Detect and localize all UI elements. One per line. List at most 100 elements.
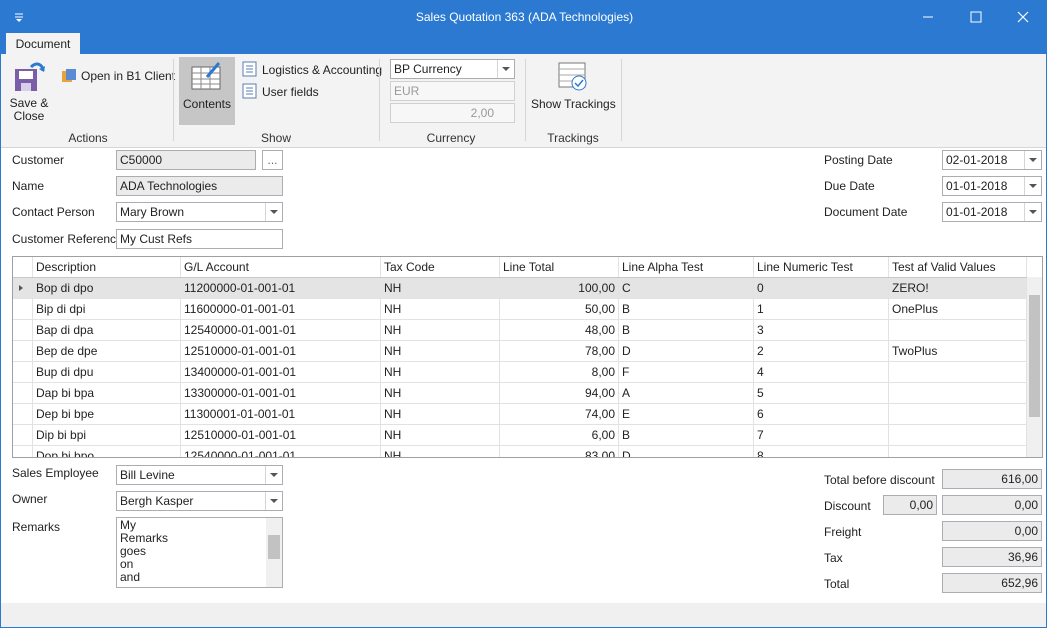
scroll-thumb[interactable]	[1029, 295, 1040, 417]
grid-cell[interactable]: Bop di dpo	[33, 278, 181, 298]
grid-cell[interactable]: D	[619, 341, 754, 361]
grid-cell[interactable]: 94,00	[500, 383, 619, 403]
logistics-button[interactable]: Logistics & Accounting	[262, 63, 383, 77]
grid-cell[interactable]	[889, 383, 1027, 403]
total-value[interactable]: 0,00	[942, 495, 1042, 515]
grid-cell[interactable]: 11600000-01-001-01	[181, 299, 381, 319]
grid-cell[interactable]: D	[619, 446, 754, 457]
grid-cell[interactable]: 2	[754, 341, 889, 361]
grid-cell[interactable]: NH	[381, 320, 500, 340]
grid-cell[interactable]: 11300001-01-001-01	[181, 404, 381, 424]
grid-cell[interactable]: 12510000-01-001-01	[181, 341, 381, 361]
grid-cell[interactable]: ZERO!	[889, 278, 1027, 298]
column-header[interactable]: Line Alpha Test	[619, 257, 754, 277]
grid-cell[interactable]: 48,00	[500, 320, 619, 340]
system-menu[interactable]	[13, 11, 25, 23]
grid-cell[interactable]	[889, 362, 1027, 382]
grid-cell[interactable]: 4	[754, 362, 889, 382]
date-input[interactable]: 01-01-2018	[942, 202, 1042, 222]
grid-cell[interactable]: F	[619, 362, 754, 382]
grid-cell[interactable]: Dop bi bpo	[33, 446, 181, 457]
combo-arrow[interactable]	[265, 203, 282, 221]
grid-cell[interactable]: Bap di dpa	[33, 320, 181, 340]
grid-cell[interactable]: 8	[754, 446, 889, 457]
grid-scrollbar[interactable]	[1027, 277, 1042, 457]
column-header[interactable]: Tax Code	[381, 257, 500, 277]
grid-row[interactable]: Dip bi bpi 12510000-01-001-01 NH 6,00 B 7	[13, 425, 1027, 446]
grid-row[interactable]: Bip di dpi 11600000-01-001-01 NH 50,00 B 1 One…	[13, 299, 1027, 320]
grid-cell[interactable]: 8,00	[500, 362, 619, 382]
column-header[interactable]: Description	[33, 257, 181, 277]
ribbon-tab[interactable]: Document	[6, 33, 80, 54]
combo-arrow[interactable]	[1024, 203, 1041, 221]
grid-cell[interactable]: NH	[381, 341, 500, 361]
grid-cell[interactable]: A	[619, 383, 754, 403]
grid-cell[interactable]: 12540000-01-001-01	[181, 320, 381, 340]
combo-arrow[interactable]	[1024, 177, 1041, 195]
save-close-button[interactable]: Save & Close	[7, 97, 51, 123]
grid-cell[interactable]: 6,00	[500, 425, 619, 445]
grid-cell[interactable]: 13300000-01-001-01	[181, 383, 381, 403]
grid-cell[interactable]: 50,00	[500, 299, 619, 319]
grid-cell[interactable]: 83,00	[500, 446, 619, 457]
grid-cell[interactable]: 74,00	[500, 404, 619, 424]
combo-arrow[interactable]	[497, 60, 514, 78]
grid-cell[interactable]: 5	[754, 383, 889, 403]
grid-cell[interactable]: NH	[381, 446, 500, 457]
discount-percent[interactable]: 0,00	[883, 495, 937, 515]
grid-cell[interactable]: NH	[381, 425, 500, 445]
grid-cell[interactable]: 100,00	[500, 278, 619, 298]
scroll-thumb[interactable]	[268, 535, 280, 559]
field-input[interactable]: Bergh Kasper	[116, 491, 283, 511]
grid-row[interactable]: Dop bi bpo 12540000-01-001-01 NH 83,00 D 8	[13, 446, 1027, 457]
grid-cell[interactable]: NH	[381, 404, 500, 424]
grid-cell[interactable]: B	[619, 425, 754, 445]
grid-cell[interactable]: NH	[381, 278, 500, 298]
remarks-scrollbar[interactable]	[266, 518, 282, 587]
grid-cell[interactable]: OnePlus	[889, 299, 1027, 319]
combo-arrow[interactable]	[1024, 151, 1041, 169]
grid-cell[interactable]: C	[619, 278, 754, 298]
grid-cell[interactable]: Bip di dpi	[33, 299, 181, 319]
grid-row[interactable]: Bap di dpa 12540000-01-001-01 NH 48,00 B 3	[13, 320, 1027, 341]
grid-cell[interactable]: Dap bi bpa	[33, 383, 181, 403]
save-icon[interactable]	[13, 61, 47, 93]
grid-cell[interactable]: NH	[381, 362, 500, 382]
grid-cell[interactable]: NH	[381, 383, 500, 403]
grid-row[interactable]: Dap bi bpa 13300000-01-001-01 NH 94,00 A 5	[13, 383, 1027, 404]
grid-cell[interactable]: Bup di dpu	[33, 362, 181, 382]
field-input[interactable]: Mary Brown	[116, 202, 283, 222]
open-b1-button[interactable]: Open in B1 Client	[81, 69, 176, 83]
grid-cell[interactable]: NH	[381, 299, 500, 319]
grid-cell[interactable]: 12540000-01-001-01	[181, 446, 381, 457]
combo-arrow[interactable]	[265, 492, 282, 510]
grid-cell[interactable]: 0	[754, 278, 889, 298]
field-input[interactable]: C50000	[116, 150, 256, 170]
grid-row[interactable]: Bup di dpu 13400000-01-001-01 NH 8,00 F 4	[13, 362, 1027, 383]
grid-cell[interactable]: 12510000-01-001-01	[181, 425, 381, 445]
grid-cell[interactable]: 7	[754, 425, 889, 445]
date-input[interactable]: 01-01-2018	[942, 176, 1042, 196]
field-input[interactable]: ADA Technologies	[116, 176, 283, 196]
grid-cell[interactable]	[889, 446, 1027, 457]
grid-row[interactable]: Bep de dpe 12510000-01-001-01 NH 78,00 D 2 Two…	[13, 341, 1027, 362]
grid-cell[interactable]: 11200000-01-001-01	[181, 278, 381, 298]
column-header[interactable]: G/L Account	[181, 257, 381, 277]
grid-cell[interactable]: E	[619, 404, 754, 424]
grid-cell[interactable]: B	[619, 320, 754, 340]
browse-button[interactable]: ...	[262, 150, 283, 170]
window-controls[interactable]	[911, 7, 1041, 27]
column-header[interactable]: Test af Valid Values	[889, 257, 1027, 277]
grid-row[interactable]: Dep bi bpe 11300001-01-001-01 NH 74,00 E 6	[13, 404, 1027, 425]
grid-cell[interactable]: Dep bi bpe	[33, 404, 181, 424]
grid-cell[interactable]: 78,00	[500, 341, 619, 361]
column-header[interactable]: Line Total	[500, 257, 619, 277]
field-input[interactable]: Bill Levine	[116, 465, 283, 485]
grid-cell[interactable]: Bep de dpe	[33, 341, 181, 361]
grid-cell[interactable]: 1	[754, 299, 889, 319]
combo-arrow[interactable]	[265, 466, 282, 484]
remarks-input[interactable]: My Remarks goes on and	[116, 517, 283, 588]
date-input[interactable]: 02-01-2018	[942, 150, 1042, 170]
grid-cell[interactable]	[889, 320, 1027, 340]
grid-cell[interactable]: 6	[754, 404, 889, 424]
